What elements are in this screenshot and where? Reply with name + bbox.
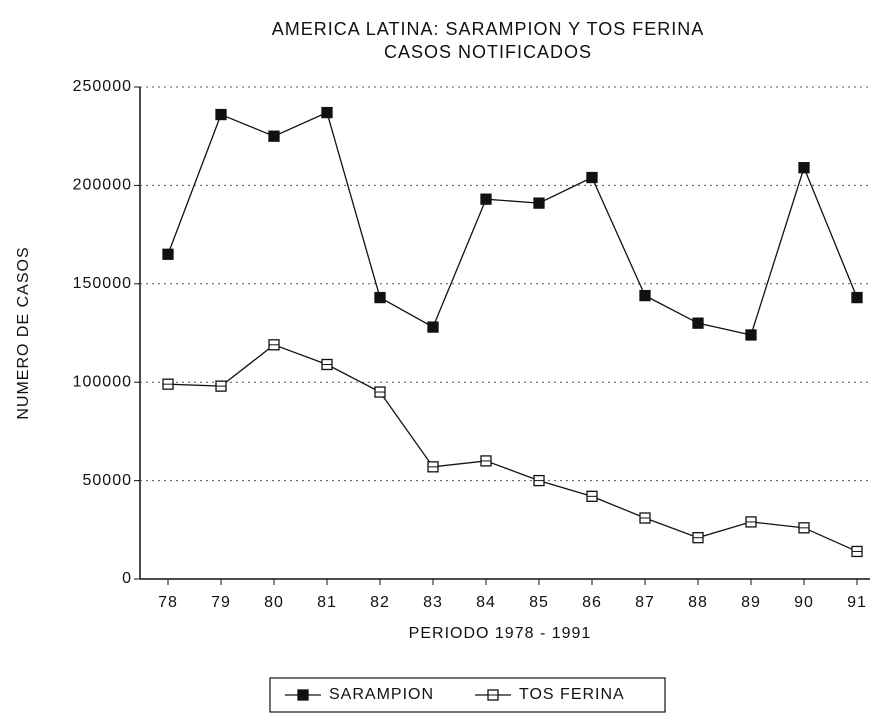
data-point: [639, 289, 651, 302]
x-tick-label: 78: [158, 594, 178, 611]
x-tick-label: 82: [370, 594, 390, 611]
legend-marker: [297, 689, 309, 701]
x-tick-label: 91: [847, 594, 867, 611]
x-tick-label: 90: [794, 594, 814, 611]
chart-title: AMERICA LATINA: SARAMPION Y TOS FERINA: [272, 19, 704, 39]
x-tick-label: 80: [264, 594, 284, 611]
chart-subtitle: CASOS NOTIFICADOS: [384, 42, 592, 62]
x-tick-label: 85: [529, 594, 549, 611]
data-point: [162, 248, 174, 260]
data-point: [533, 197, 545, 209]
y-tick-label: 0: [122, 570, 132, 587]
legend-box: [269, 677, 666, 713]
data-point: [374, 291, 386, 304]
legend-label: TOS FERINA: [519, 686, 625, 703]
data-point: [480, 193, 492, 205]
x-tick-label: 87: [635, 594, 655, 611]
x-tick-label: 89: [741, 594, 761, 611]
y-tick-label: 200000: [73, 177, 132, 194]
y-axis-label: NUMERO DE CASOS: [15, 246, 32, 419]
series-line: [167, 111, 858, 336]
series-line: [167, 344, 858, 553]
y-tick-label: 50000: [83, 472, 133, 489]
data-point: [321, 106, 333, 119]
data-point: [851, 291, 863, 304]
y-tick-label: 150000: [73, 275, 132, 292]
x-tick-label: 79: [211, 594, 231, 611]
data-point: [745, 329, 757, 341]
data-point: [798, 162, 810, 174]
x-tick-label: 86: [582, 594, 602, 611]
legend-label: SARAMPION: [329, 686, 434, 703]
data-point: [215, 108, 227, 121]
x-tick-label: 81: [317, 594, 337, 611]
y-tick-label: 250000: [73, 78, 132, 95]
x-tick-label: 83: [423, 594, 443, 611]
data-point: [268, 130, 280, 142]
data-point: [586, 171, 598, 184]
y-tick-label: 100000: [73, 373, 132, 390]
x-tick-label: 88: [688, 594, 708, 611]
x-tick-label: 84: [476, 594, 496, 611]
data-point: [427, 321, 439, 333]
x-axis-label: PERIODO 1978 - 1991: [409, 625, 592, 642]
data-point: [692, 317, 704, 329]
